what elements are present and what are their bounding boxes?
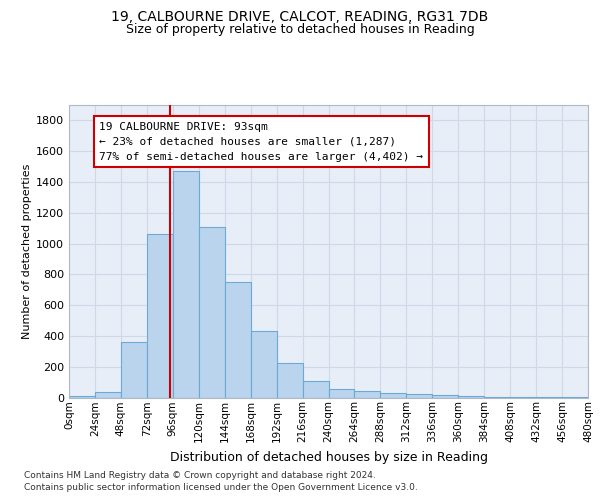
Bar [121, 342, 147, 398]
Bar [225, 282, 251, 398]
Bar [95, 392, 121, 398]
Bar [251, 330, 277, 398]
Text: 19, CALBOURNE DRIVE, CALCOT, READING, RG31 7DB: 19, CALBOURNE DRIVE, CALCOT, READING, RG… [112, 10, 488, 24]
X-axis label: Distribution of detached houses by size in Reading: Distribution of detached houses by size … [170, 450, 487, 464]
Bar [302, 380, 329, 398]
Text: 19 CALBOURNE DRIVE: 93sqm
← 23% of detached houses are smaller (1,287)
77% of se: 19 CALBOURNE DRIVE: 93sqm ← 23% of detac… [99, 122, 423, 162]
Text: Contains public sector information licensed under the Open Government Licence v3: Contains public sector information licen… [24, 484, 418, 492]
Text: Size of property relative to detached houses in Reading: Size of property relative to detached ho… [125, 22, 475, 36]
Bar [173, 171, 199, 398]
Bar [432, 395, 458, 398]
Bar [329, 389, 355, 398]
Bar [406, 394, 432, 398]
Bar [147, 234, 173, 398]
Bar [199, 226, 224, 398]
Bar [69, 396, 95, 398]
Bar [458, 396, 484, 398]
Text: Contains HM Land Registry data © Crown copyright and database right 2024.: Contains HM Land Registry data © Crown c… [24, 471, 376, 480]
Bar [380, 393, 406, 398]
Bar [355, 390, 380, 398]
Bar [484, 396, 510, 398]
Y-axis label: Number of detached properties: Number of detached properties [22, 164, 32, 339]
Bar [277, 363, 302, 398]
